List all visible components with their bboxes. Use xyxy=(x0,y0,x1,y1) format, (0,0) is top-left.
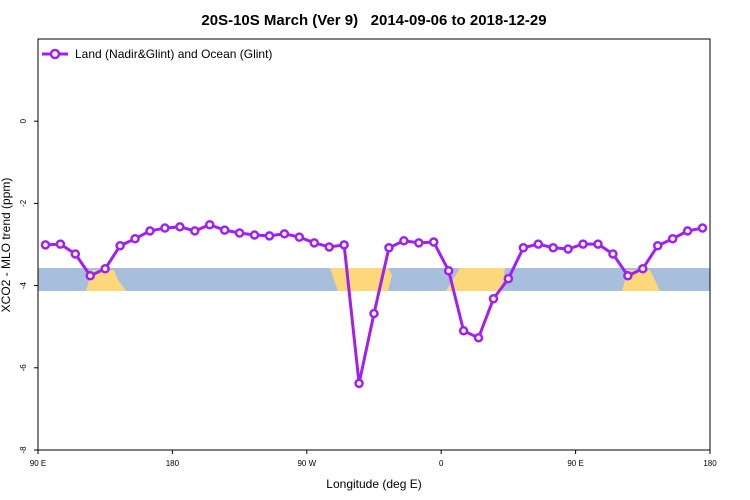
x-tick-label: 180 xyxy=(703,459,717,468)
data-point xyxy=(458,326,469,336)
y-tick-label: -2 xyxy=(19,199,28,207)
data-point xyxy=(428,237,439,247)
legend-marker xyxy=(49,48,61,60)
chart-title: 20S-10S March (Ver 9) 2014-09-06 to 2018… xyxy=(201,12,546,29)
data-point xyxy=(294,232,305,242)
land-region xyxy=(330,268,392,291)
data-point xyxy=(249,230,260,240)
data-point xyxy=(115,240,125,251)
y-tick-label: 0 xyxy=(19,118,28,123)
data-point xyxy=(234,228,245,238)
data-point xyxy=(160,223,170,233)
x-tick-label: 90 E xyxy=(567,459,583,468)
x-tick-label: 90 E xyxy=(30,459,46,468)
y-axis-label: XCO2 - MLO trend (ppm) xyxy=(0,178,13,313)
data-point xyxy=(623,270,633,281)
y-tick-label: -6 xyxy=(19,364,28,372)
data-point xyxy=(369,308,379,319)
data-point xyxy=(638,263,648,274)
data-point xyxy=(100,263,110,274)
land-ocean-strip xyxy=(38,268,710,291)
data-point xyxy=(563,244,573,254)
x-tick-label: 180 xyxy=(166,459,180,468)
data-point xyxy=(518,243,529,253)
data-point xyxy=(578,239,588,249)
legend: Land (Nadir&Glint) and Ocean (Glint) xyxy=(42,47,272,61)
data-point xyxy=(414,238,424,248)
data-point xyxy=(40,240,51,250)
data-point xyxy=(548,243,558,253)
data-point xyxy=(399,236,409,246)
y-tick-label: -8 xyxy=(19,446,28,454)
data-point xyxy=(85,270,96,281)
data-point xyxy=(130,233,140,244)
data-point xyxy=(55,239,66,249)
data-point xyxy=(309,238,320,248)
data-point xyxy=(682,226,693,236)
data-point xyxy=(354,378,364,389)
data-point xyxy=(608,249,618,259)
data-point xyxy=(652,240,663,251)
data-point xyxy=(219,225,230,235)
data-point xyxy=(533,239,544,249)
data-point xyxy=(443,266,454,276)
data-point xyxy=(697,223,708,233)
data-point xyxy=(488,294,499,304)
y-tick-label: -4 xyxy=(19,281,28,289)
series-line xyxy=(45,223,703,384)
data-point xyxy=(324,242,334,252)
plot-frame xyxy=(37,38,711,451)
data-point xyxy=(204,220,215,230)
legend-label: Land (Nadir&Glint) and Ocean (Glint) xyxy=(75,47,272,61)
data-point xyxy=(279,229,290,239)
land-region xyxy=(86,270,126,291)
data-point xyxy=(264,231,275,241)
data-point xyxy=(667,233,678,244)
data-point xyxy=(503,273,514,284)
data-point xyxy=(190,226,200,236)
data-point xyxy=(339,240,349,250)
data-point xyxy=(593,239,603,249)
x-tick-label: 0 xyxy=(439,459,444,468)
data-point xyxy=(473,333,484,343)
data-point xyxy=(384,243,394,253)
x-axis-label: Longitude (deg E) xyxy=(326,477,421,491)
land-region xyxy=(446,268,505,291)
x-tick-label: 90 W xyxy=(297,459,316,468)
data-point xyxy=(70,249,81,259)
data-point xyxy=(175,222,185,232)
data-point xyxy=(145,226,155,236)
